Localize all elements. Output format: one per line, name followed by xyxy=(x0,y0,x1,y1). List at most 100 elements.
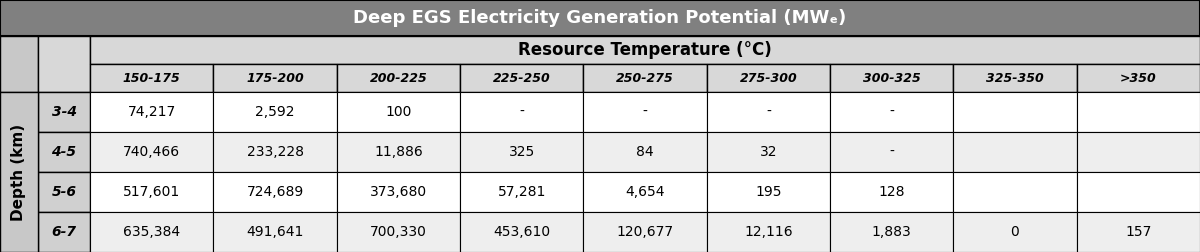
Bar xyxy=(38,36,90,92)
Bar xyxy=(0,92,38,252)
Bar xyxy=(90,212,214,252)
Bar xyxy=(460,212,583,252)
Bar xyxy=(707,92,830,132)
Text: Deep EGS Electricity Generation Potential (MWₑ): Deep EGS Electricity Generation Potentia… xyxy=(353,9,847,27)
Bar xyxy=(707,212,830,252)
Bar xyxy=(707,64,830,92)
Bar xyxy=(953,64,1076,92)
Text: -: - xyxy=(520,105,524,119)
Text: 4-5: 4-5 xyxy=(52,145,77,159)
Text: 491,641: 491,641 xyxy=(246,225,304,239)
Text: 84: 84 xyxy=(636,145,654,159)
Text: 74,217: 74,217 xyxy=(127,105,175,119)
Text: -: - xyxy=(889,105,894,119)
Text: 120,677: 120,677 xyxy=(617,225,673,239)
Text: 57,281: 57,281 xyxy=(498,185,546,199)
Text: -: - xyxy=(642,105,648,119)
Bar xyxy=(90,64,214,92)
Bar xyxy=(38,212,90,252)
Bar xyxy=(830,212,953,252)
Bar xyxy=(1076,132,1200,172)
Text: 517,601: 517,601 xyxy=(124,185,180,199)
Text: 2,592: 2,592 xyxy=(256,105,295,119)
Text: 740,466: 740,466 xyxy=(124,145,180,159)
Bar xyxy=(214,64,337,92)
Bar xyxy=(830,92,953,132)
Bar xyxy=(90,172,214,212)
Bar xyxy=(707,172,830,212)
Bar xyxy=(460,92,583,132)
Bar xyxy=(0,36,38,92)
Bar xyxy=(90,92,214,132)
Bar xyxy=(38,172,90,212)
Text: 4,654: 4,654 xyxy=(625,185,665,199)
Bar xyxy=(337,172,460,212)
Bar xyxy=(214,172,337,212)
Bar xyxy=(707,132,830,172)
Bar xyxy=(953,212,1076,252)
Text: 700,330: 700,330 xyxy=(370,225,427,239)
Bar xyxy=(1076,92,1200,132)
Text: 225-250: 225-250 xyxy=(493,72,551,84)
Bar xyxy=(90,132,214,172)
Text: -: - xyxy=(889,145,894,159)
Bar xyxy=(583,92,707,132)
Bar xyxy=(337,92,460,132)
Text: 250-275: 250-275 xyxy=(616,72,674,84)
Text: 453,610: 453,610 xyxy=(493,225,551,239)
Bar xyxy=(0,0,1200,36)
Text: 128: 128 xyxy=(878,185,905,199)
Bar xyxy=(953,172,1076,212)
Bar xyxy=(1076,64,1200,92)
Text: 32: 32 xyxy=(760,145,778,159)
Bar xyxy=(90,36,1200,64)
Bar xyxy=(583,64,707,92)
Text: 325: 325 xyxy=(509,145,535,159)
Text: 635,384: 635,384 xyxy=(124,225,180,239)
Bar xyxy=(38,132,90,172)
Bar xyxy=(214,92,337,132)
Bar xyxy=(830,172,953,212)
Text: 325-350: 325-350 xyxy=(986,72,1044,84)
Text: -: - xyxy=(766,105,770,119)
Text: 233,228: 233,228 xyxy=(246,145,304,159)
Bar xyxy=(953,92,1076,132)
Text: 11,886: 11,886 xyxy=(374,145,422,159)
Text: 1,883: 1,883 xyxy=(871,225,912,239)
Bar xyxy=(830,64,953,92)
Text: 373,680: 373,680 xyxy=(370,185,427,199)
Text: 3-4: 3-4 xyxy=(52,105,77,119)
Bar xyxy=(1076,212,1200,252)
Bar xyxy=(337,132,460,172)
Text: 175-200: 175-200 xyxy=(246,72,304,84)
Text: 100: 100 xyxy=(385,105,412,119)
Bar xyxy=(583,132,707,172)
Bar xyxy=(460,172,583,212)
Text: 200-225: 200-225 xyxy=(370,72,427,84)
Text: 150-175: 150-175 xyxy=(122,72,180,84)
Text: 12,116: 12,116 xyxy=(744,225,793,239)
Text: 0: 0 xyxy=(1010,225,1019,239)
Text: 5-6: 5-6 xyxy=(52,185,77,199)
Bar xyxy=(214,132,337,172)
Bar xyxy=(830,132,953,172)
Text: 195: 195 xyxy=(755,185,781,199)
Text: 275-300: 275-300 xyxy=(739,72,797,84)
Bar xyxy=(583,172,707,212)
Bar xyxy=(337,212,460,252)
Bar xyxy=(214,212,337,252)
Text: 300-325: 300-325 xyxy=(863,72,920,84)
Bar xyxy=(337,64,460,92)
Bar xyxy=(460,132,583,172)
Text: 724,689: 724,689 xyxy=(246,185,304,199)
Bar xyxy=(38,92,90,132)
Text: Depth (km): Depth (km) xyxy=(12,123,26,220)
Bar xyxy=(1076,172,1200,212)
Bar xyxy=(953,132,1076,172)
Bar xyxy=(583,212,707,252)
Text: 6-7: 6-7 xyxy=(52,225,77,239)
Text: 157: 157 xyxy=(1126,225,1152,239)
Text: >350: >350 xyxy=(1120,72,1157,84)
Bar xyxy=(460,64,583,92)
Text: Resource Temperature (°C): Resource Temperature (°C) xyxy=(518,41,772,59)
